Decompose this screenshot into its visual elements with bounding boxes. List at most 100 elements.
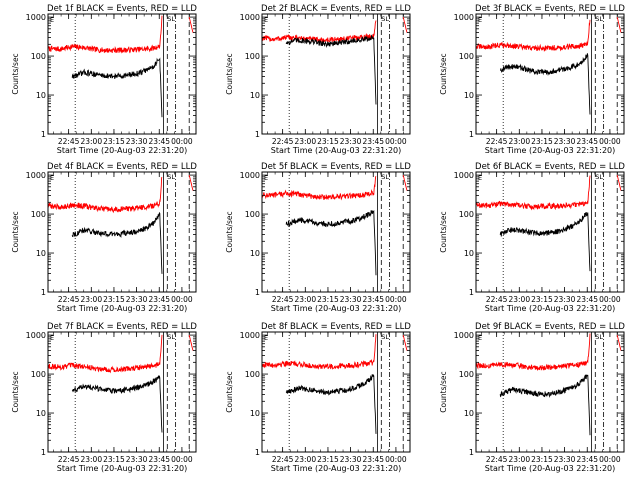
plot-area xyxy=(48,172,194,292)
corner-marker: E xyxy=(478,334,482,342)
y-tick-label: 10 xyxy=(464,91,474,100)
y-tick-label: 1000 xyxy=(240,331,260,340)
y-tick-label: 10 xyxy=(36,249,46,258)
detector-panel-5: Det 5f BLACK = Events, RED = LLD 1 10 100 10… xyxy=(225,162,411,313)
events-series-line xyxy=(285,209,377,276)
detector-panel-2: Det 2f BLACK = Events, RED = LLD 1 10 100 10… xyxy=(225,4,411,155)
x-tick-label: 23:45 xyxy=(148,455,170,464)
x-tick-label: 23:45 xyxy=(148,137,170,146)
y-tick-label: 1 xyxy=(255,288,260,297)
y-tick-label: 10 xyxy=(464,249,474,258)
corner-marker: E xyxy=(50,16,54,24)
x-tick-label: 23:15 xyxy=(317,137,339,146)
x-tick-label: 00:00 xyxy=(385,295,407,304)
x-tick-label: 22:45 xyxy=(486,295,508,304)
x-tick-label: 23:15 xyxy=(317,295,339,304)
x-tick-label: 23:45 xyxy=(576,137,598,146)
y-axis-label: Counts/sec xyxy=(11,211,20,252)
x-tick-label: 00:00 xyxy=(385,137,407,146)
flag-label: SL xyxy=(381,333,389,341)
detector-panel-3: Det 3f BLACK = Events, RED = LLD 1 10 100 10… xyxy=(439,4,625,155)
events-series-line xyxy=(499,212,591,272)
x-tick-label: 23:00 xyxy=(294,137,316,146)
x-tick-label: 23:00 xyxy=(294,455,316,464)
axes-frame xyxy=(475,331,625,453)
events-series-line xyxy=(71,375,163,433)
panel-title: Det 7f BLACK = Events, RED = LLD xyxy=(47,322,197,332)
y-tick-label: 10 xyxy=(36,91,46,100)
events-series-line xyxy=(71,211,163,274)
detector-panel-8: Det 8f BLACK = Events, RED = LLD 1 10 100 10… xyxy=(225,322,411,473)
flag-label: SL xyxy=(595,15,603,23)
panel-title: Det 5f BLACK = Events, RED = LLD xyxy=(261,162,411,172)
x-tick-label: 23:45 xyxy=(576,295,598,304)
x-tick-label: 00:00 xyxy=(171,455,193,464)
y-axis-label: Counts/sec xyxy=(225,371,234,412)
x-tick-label: 22:45 xyxy=(272,137,294,146)
plot-area xyxy=(48,14,194,134)
plot-area xyxy=(262,332,408,452)
lld-series-line xyxy=(48,176,163,214)
events-series-line xyxy=(500,53,591,115)
panel-title: Det 3f BLACK = Events, RED = LLD xyxy=(475,4,625,14)
flag-label: SL xyxy=(381,173,389,181)
y-tick-label: 1000 xyxy=(240,13,260,22)
panel-title: Det 1f BLACK = Events, RED = LLD xyxy=(47,4,197,14)
y-tick-label: 1000 xyxy=(454,171,474,180)
x-tick-label: 23:15 xyxy=(103,295,125,304)
x-tick-label: 00:00 xyxy=(599,295,621,304)
events-series-line xyxy=(71,57,163,118)
x-tick-label: 23:45 xyxy=(362,295,384,304)
corner-marker: E xyxy=(50,334,54,342)
lld-series-line xyxy=(616,16,622,33)
y-tick-label: 1000 xyxy=(26,13,46,22)
y-tick-label: 1000 xyxy=(454,331,474,340)
x-axis-label: Start Time (20-Aug-03 22:31:20) xyxy=(271,304,402,313)
panel-title: Det 4f BLACK = Events, RED = LLD xyxy=(47,162,197,172)
detector-panel-4: Det 4f BLACK = Events, RED = LLD 1 10 100 10… xyxy=(11,162,197,313)
y-tick-label: 1 xyxy=(255,130,260,139)
events-series-line xyxy=(285,34,377,105)
y-tick-label: 10 xyxy=(250,91,260,100)
y-tick-label: 100 xyxy=(459,370,474,379)
y-tick-label: 1 xyxy=(469,448,474,457)
x-tick-label: 23:15 xyxy=(531,137,553,146)
x-tick-label: 23:15 xyxy=(317,455,339,464)
x-tick-label: 23:15 xyxy=(103,455,125,464)
x-tick-label: 00:00 xyxy=(171,295,193,304)
x-tick-label: 22:45 xyxy=(272,295,294,304)
corner-marker: E xyxy=(264,334,268,342)
x-tick-label: 00:00 xyxy=(385,455,407,464)
y-tick-label: 10 xyxy=(464,409,474,418)
detector-panel-9: Det 9f BLACK = Events, RED = LLD 1 10 100 10… xyxy=(439,322,625,473)
axes-frame xyxy=(47,171,197,293)
axes-frame xyxy=(47,331,197,453)
x-tick-label: 00:00 xyxy=(171,137,193,146)
plot-area xyxy=(476,172,622,292)
lld-series-line xyxy=(476,19,591,52)
y-tick-label: 10 xyxy=(250,409,260,418)
x-tick-label: 23:30 xyxy=(340,295,362,304)
y-tick-label: 10 xyxy=(250,249,260,258)
x-tick-label: 23:15 xyxy=(531,295,553,304)
y-axis-label: Counts/sec xyxy=(439,53,448,94)
x-tick-label: 23:45 xyxy=(362,137,384,146)
x-tick-label: 23:00 xyxy=(80,137,102,146)
y-tick-label: 100 xyxy=(31,52,46,61)
lld-series-line xyxy=(48,334,163,374)
y-tick-label: 1 xyxy=(469,288,474,297)
y-axis-label: Counts/sec xyxy=(439,371,448,412)
y-tick-label: 1000 xyxy=(240,171,260,180)
x-tick-label: 00:00 xyxy=(599,455,621,464)
corner-marker: E xyxy=(478,16,482,24)
x-tick-label: 23:15 xyxy=(531,455,553,464)
y-tick-label: 100 xyxy=(245,52,260,61)
y-axis-label: Counts/sec xyxy=(11,371,20,412)
axes-frame xyxy=(475,171,625,293)
y-tick-label: 100 xyxy=(245,210,260,219)
lld-series-line xyxy=(48,15,163,54)
x-tick-label: 22:45 xyxy=(272,455,294,464)
panel-title: Det 2f BLACK = Events, RED = LLD xyxy=(261,4,411,14)
axes-frame xyxy=(261,171,411,293)
x-tick-label: 23:30 xyxy=(340,455,362,464)
